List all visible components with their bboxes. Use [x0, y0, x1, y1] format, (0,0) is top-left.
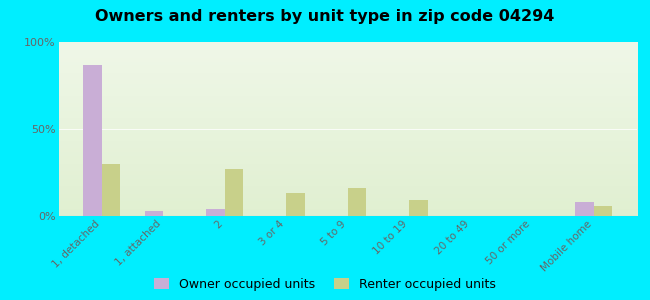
Bar — [594, 206, 612, 216]
Bar — [225, 169, 243, 216]
Bar — [286, 194, 305, 216]
Bar — [145, 211, 163, 216]
Bar — [101, 164, 120, 216]
Bar — [83, 64, 101, 216]
Text: Owners and renters by unit type in zip code 04294: Owners and renters by unit type in zip c… — [96, 9, 554, 24]
Bar — [410, 200, 428, 216]
Bar — [206, 209, 225, 216]
Bar — [575, 202, 594, 216]
Bar — [348, 188, 366, 216]
Legend: Owner occupied units, Renter occupied units: Owner occupied units, Renter occupied un… — [154, 278, 496, 291]
